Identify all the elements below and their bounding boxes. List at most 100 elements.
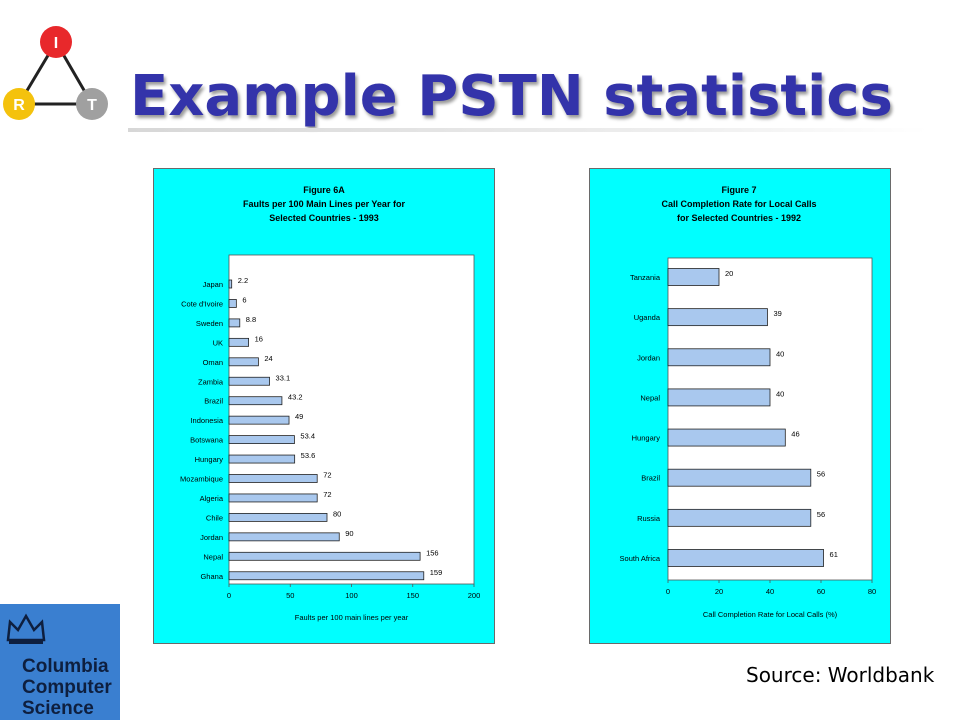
x-tick-label: 50	[286, 591, 294, 600]
category-label: Mozambique	[180, 475, 223, 484]
logo-line-1: Columbia	[22, 656, 109, 677]
irt-logo: I R T	[3, 26, 108, 120]
category-label: Cote d'Ivoire	[181, 299, 223, 308]
chart-title-line: Faults per 100 Main Lines per Year for	[243, 199, 405, 209]
data-label: 61	[830, 550, 838, 559]
columbia-logo: Columbia Computer Science	[0, 604, 120, 720]
bar	[228, 512, 328, 522]
bar	[228, 337, 250, 347]
x-tick-label: 150	[406, 591, 419, 600]
x-tick-label: 0	[227, 591, 231, 600]
logo-r-circle	[3, 88, 35, 120]
data-label: 46	[791, 430, 799, 439]
data-label: 16	[255, 334, 263, 343]
category-label: Uganda	[634, 313, 661, 322]
data-label: 49	[295, 412, 303, 421]
data-label: 72	[323, 490, 331, 499]
bar	[228, 376, 270, 386]
call-completion-chart: Figure 7 Call Completion Rate for Local C…	[620, 185, 877, 619]
call-completion-chart-panel: Figure 7 Call Completion Rate for Local C…	[589, 168, 891, 644]
category-label: Oman	[203, 358, 223, 367]
category-label: Tanzania	[630, 273, 661, 282]
category-label: Botswana	[190, 436, 224, 445]
crown-icon	[6, 613, 46, 644]
category-label: South Africa	[620, 554, 661, 563]
category-label: Brazil	[641, 474, 660, 483]
bar	[228, 357, 259, 367]
chart-title-line: Figure 6A	[303, 185, 345, 195]
bar	[228, 454, 296, 464]
data-label: 43.2	[288, 393, 303, 402]
slide-title: Example PSTN statistics	[130, 64, 893, 129]
bar	[228, 318, 241, 328]
category-label: Hungary	[195, 455, 224, 464]
chart-title-line: Call Completion Rate for Local Calls	[661, 199, 816, 209]
bar	[228, 435, 295, 445]
logo-line-3: Science	[22, 698, 94, 719]
bar	[228, 532, 340, 542]
data-label: 20	[725, 269, 733, 278]
data-label: 72	[323, 471, 331, 480]
logo-i-letter: I	[54, 35, 58, 52]
bar	[667, 268, 720, 286]
x-tick-label: 20	[715, 587, 723, 596]
data-label: 53.6	[301, 451, 316, 460]
logo-r-letter: R	[13, 97, 25, 114]
x-axis-label: Faults per 100 main lines per year	[295, 613, 409, 622]
category-label: Ghana	[200, 572, 223, 581]
bar	[667, 428, 786, 447]
data-label: 90	[345, 529, 353, 538]
category-label: Russia	[637, 514, 661, 523]
data-label: 6	[242, 295, 246, 304]
category-label: UK	[213, 338, 223, 347]
category-label: Japan	[203, 280, 223, 289]
logo-line-2: Computer	[22, 677, 112, 698]
logo-t-circle	[76, 88, 108, 120]
data-label: 80	[333, 509, 341, 518]
bar	[228, 279, 233, 289]
bar	[228, 474, 318, 483]
data-label: 39	[773, 309, 781, 318]
category-label: Jordan	[200, 533, 223, 542]
logo-t-letter: T	[87, 97, 97, 114]
chart-title-line: for Selected Countries - 1992	[677, 213, 801, 223]
plot-area	[667, 257, 873, 581]
bar	[667, 468, 812, 487]
bar	[228, 493, 318, 503]
category-label: Nepal	[203, 552, 223, 561]
data-label: 8.8	[246, 315, 256, 324]
faults-chart: Figure 6A Faults per 100 Main Lines per Y…	[180, 185, 480, 622]
logo-i-circle	[40, 26, 72, 58]
bar	[667, 308, 768, 327]
category-label: Sweden	[196, 319, 223, 328]
bar	[228, 396, 283, 406]
x-axis-label: Call Completion Rate for Local Calls (%)	[703, 610, 838, 619]
category-label: Hungary	[632, 434, 661, 443]
category-label: Nepal	[640, 393, 660, 402]
chart-title-line: Selected Countries - 1993	[269, 213, 379, 223]
category-label: Chile	[206, 513, 223, 522]
category-label: Jordan	[637, 353, 660, 362]
x-tick-label: 80	[868, 587, 876, 596]
x-tick-label: 0	[666, 587, 670, 596]
data-label: 56	[817, 510, 825, 519]
x-tick-label: 40	[766, 587, 774, 596]
x-tick-label: 60	[817, 587, 825, 596]
bar	[667, 388, 771, 407]
bar	[228, 551, 421, 561]
data-label: 40	[776, 389, 784, 398]
data-label: 40	[776, 349, 784, 358]
data-label: 53.4	[300, 432, 315, 441]
data-label: 33.1	[276, 373, 291, 382]
chart-title-line: Figure 7	[721, 185, 756, 195]
category-label: Algeria	[200, 494, 224, 503]
source-note: Source: Worldbank	[746, 663, 935, 687]
bar	[228, 299, 237, 308]
title-underline	[128, 128, 928, 132]
category-label: Brazil	[204, 397, 223, 406]
bar	[228, 571, 425, 581]
data-label: 156	[426, 548, 439, 557]
data-label: 159	[430, 568, 443, 577]
data-label: 56	[817, 470, 825, 479]
category-label: Zambia	[198, 377, 224, 386]
